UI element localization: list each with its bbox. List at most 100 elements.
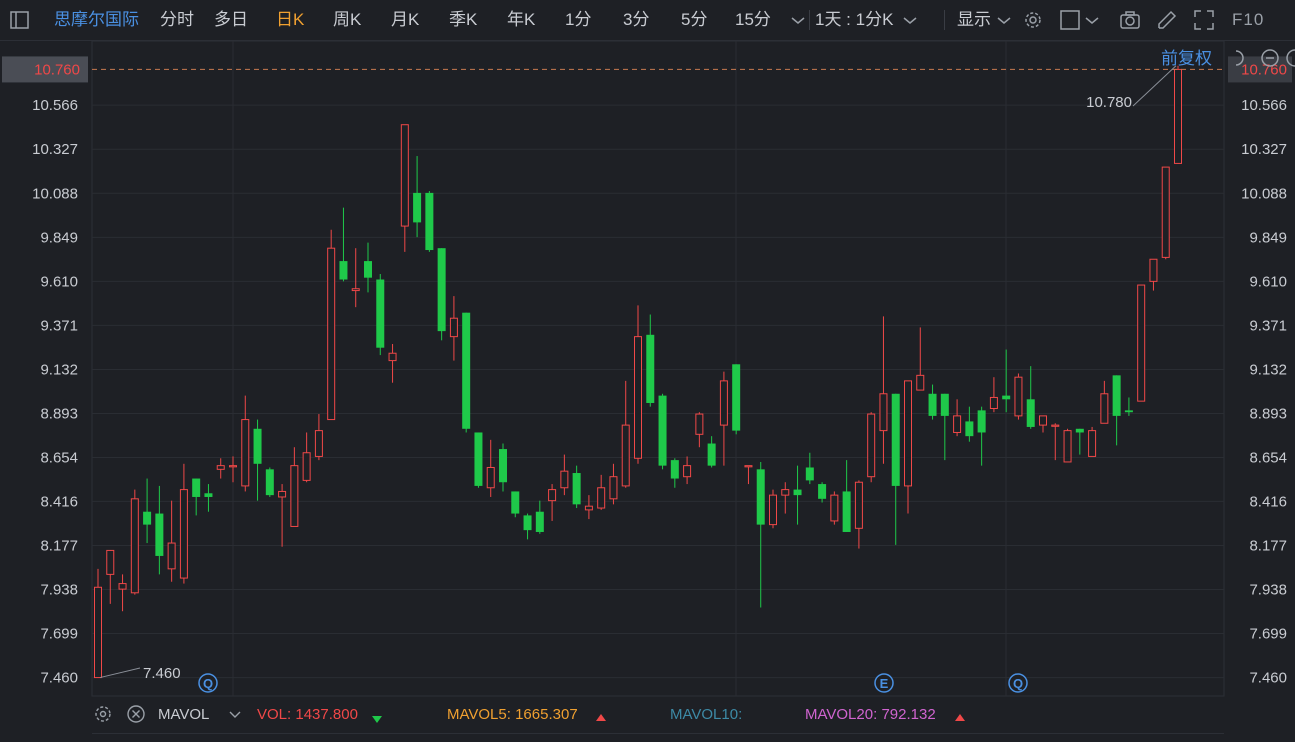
tab-intraday[interactable]: 分时 <box>160 10 194 29</box>
candle <box>769 489 777 529</box>
candle-body <box>339 261 348 280</box>
tab-15min[interactable]: 15分 <box>735 10 771 29</box>
candlestick-chart[interactable]: 10.566 10.327 10.088 9.849 9.610 9.371 9.132 8.… <box>0 40 1295 701</box>
candle-body <box>744 465 753 468</box>
f10-button[interactable]: F10 <box>1232 10 1265 29</box>
candle-body <box>1026 399 1035 427</box>
gear-icon[interactable] <box>92 703 116 727</box>
mavol5-label: MAVOL5: 1665.307 <box>447 700 578 730</box>
interval-select[interactable]: 1天 : 1分K <box>815 10 894 29</box>
divider <box>944 10 945 30</box>
fullscreen-icon[interactable] <box>1192 8 1216 32</box>
candle-body <box>756 469 765 525</box>
candle-body <box>695 413 704 435</box>
candle-body <box>364 261 372 278</box>
candle <box>253 419 262 501</box>
current-price-box <box>2 56 88 83</box>
event-marker[interactable]: Q <box>1008 673 1028 693</box>
candle <box>486 439 495 497</box>
close-icon[interactable] <box>125 703 149 727</box>
candle <box>658 393 667 470</box>
candle-body <box>646 334 655 403</box>
candle-body <box>400 124 409 227</box>
candle-body <box>143 511 152 525</box>
event-marker-circle <box>1008 673 1028 693</box>
tab-daily-k[interactable]: 日K <box>276 10 305 29</box>
indicator-name[interactable]: MAVOL <box>158 706 210 723</box>
candle <box>143 478 152 544</box>
gear-icon[interactable] <box>1021 8 1045 32</box>
candle <box>388 344 397 383</box>
pencil-icon[interactable] <box>1155 8 1179 32</box>
candle-body <box>1161 166 1170 258</box>
candle <box>499 443 507 492</box>
candle <box>732 364 741 435</box>
current-price-label: 10.760 <box>34 61 80 78</box>
chevron-down-icon[interactable] <box>1080 8 1104 32</box>
candle-body <box>548 489 557 502</box>
tab-5min[interactable]: 5分 <box>681 10 708 29</box>
candle <box>179 463 188 584</box>
tab-3min[interactable]: 3分 <box>623 10 650 29</box>
candle <box>535 500 544 534</box>
candle-body <box>204 493 213 497</box>
tab-multi-day[interactable]: 多日 <box>214 10 248 29</box>
candle <box>106 549 115 604</box>
candle-body <box>916 374 925 391</box>
tab-quarterly-k[interactable]: 季K <box>449 10 478 29</box>
price-tick-label: 9.371 <box>1249 317 1287 334</box>
tab-yearly-k[interactable]: 年K <box>507 10 536 29</box>
camera-icon[interactable] <box>1118 8 1142 32</box>
candle-body <box>1137 284 1146 402</box>
candle <box>351 248 360 308</box>
candle <box>1075 428 1084 455</box>
price-tick-label: 9.849 <box>1249 229 1287 246</box>
vol-label-text: VOL: <box>257 706 292 723</box>
chevron-down-icon[interactable] <box>992 8 1016 32</box>
chevron-down-icon[interactable] <box>224 703 248 727</box>
sidebar-toggle-icon[interactable] <box>8 8 32 32</box>
event-marker[interactable]: Q <box>198 673 218 693</box>
candle-body <box>449 317 458 338</box>
chevron-down-icon[interactable] <box>786 8 810 32</box>
candle <box>781 482 790 514</box>
candle <box>339 207 348 282</box>
undo-icon <box>1235 50 1244 66</box>
candle-body <box>793 489 802 496</box>
candle-body <box>511 491 520 514</box>
zoom-out-icon <box>1261 49 1279 67</box>
candle <box>1051 423 1060 461</box>
candle-body <box>1149 258 1158 282</box>
price-tick-label: 7.938 <box>40 581 78 598</box>
candle <box>695 412 704 448</box>
chevron-down-icon[interactable] <box>898 8 922 32</box>
candle-body <box>597 487 606 509</box>
candle <box>1161 166 1170 260</box>
event-marker[interactable]: E <box>874 673 894 693</box>
display-menu[interactable]: 显示 <box>957 10 991 29</box>
candle-body <box>818 484 827 499</box>
tab-1min[interactable]: 1分 <box>565 10 592 29</box>
candle-body <box>437 248 446 332</box>
candle-body <box>265 469 274 496</box>
candle-body <box>1100 393 1109 424</box>
tab-weekly-k[interactable]: 周K <box>333 10 362 29</box>
candle <box>1002 349 1011 413</box>
candle <box>904 380 912 514</box>
candle-body <box>1088 430 1097 457</box>
candle <box>989 377 998 413</box>
price-tick-label: 7.699 <box>40 626 78 643</box>
zoom-in-icon <box>1286 49 1295 67</box>
tab-monthly-k[interactable]: 月K <box>391 10 420 29</box>
candle <box>670 458 679 488</box>
candle <box>400 124 409 252</box>
rectangle-tool-icon[interactable] <box>1058 8 1082 32</box>
candle <box>364 242 372 293</box>
price-tick-label: 9.371 <box>40 317 78 334</box>
candle-body <box>683 465 692 478</box>
stock-name[interactable]: 思摩尔国际 <box>54 10 139 29</box>
price-tick-label: 9.610 <box>40 273 78 290</box>
candle <box>192 478 201 516</box>
kline-chart[interactable]: 10.566 10.327 10.088 9.849 9.610 9.371 9.132 8.… <box>0 40 1295 701</box>
candle <box>1100 380 1109 424</box>
